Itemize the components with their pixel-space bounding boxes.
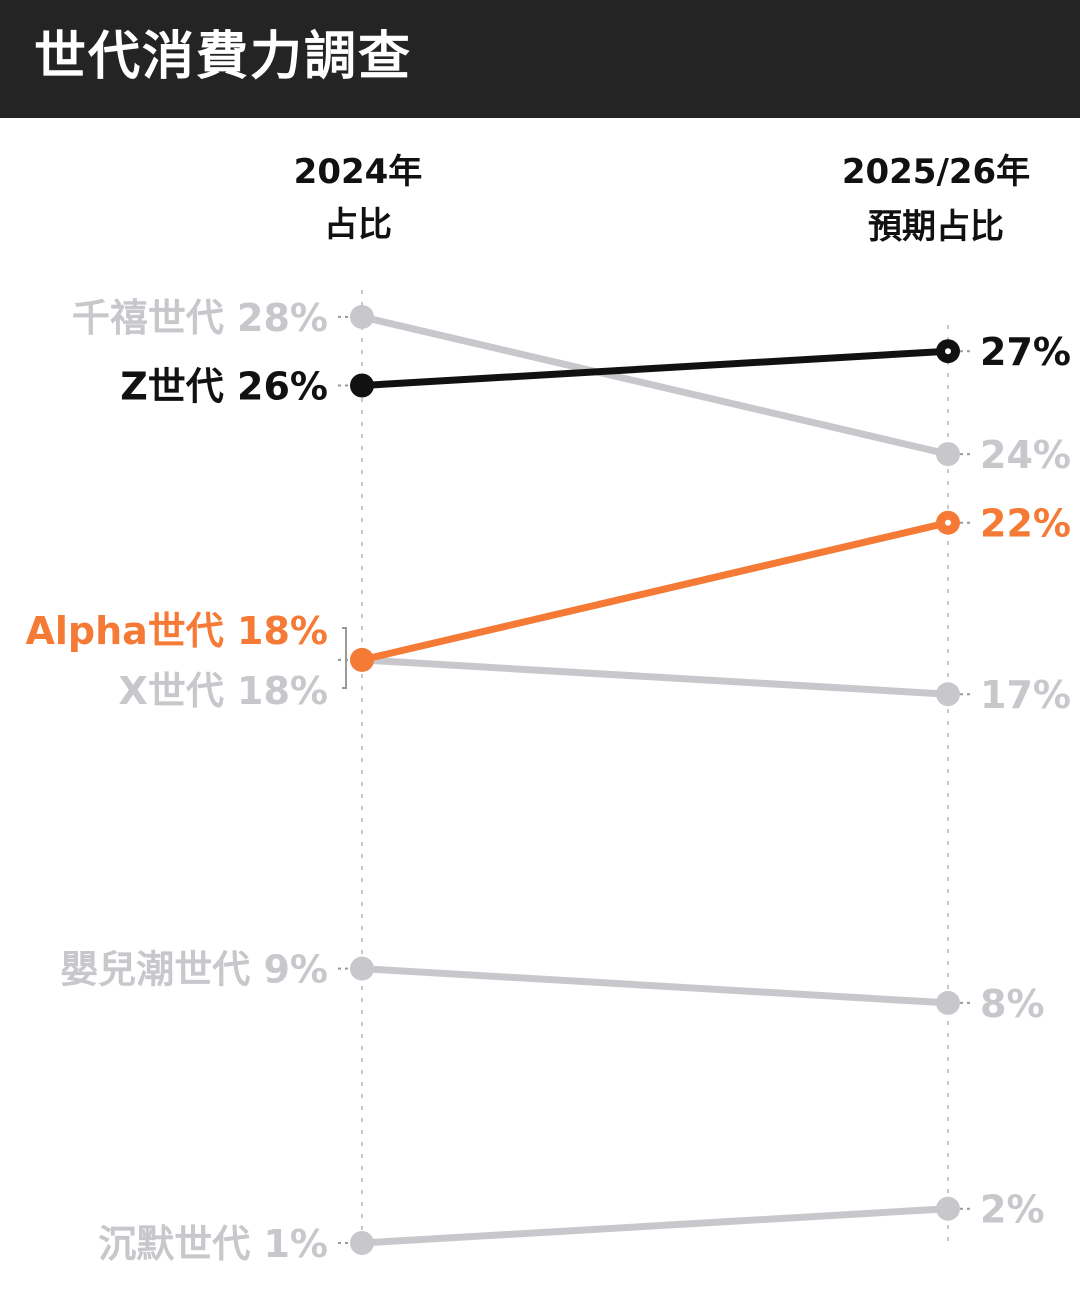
series-5-end-point	[936, 1196, 960, 1221]
series-1-end-label: 27%	[980, 330, 1071, 374]
series-0-start-point	[350, 304, 374, 329]
series-5-start-label: 沉默世代 1%	[98, 1222, 328, 1266]
series-0-line	[358, 313, 952, 458]
series-4-end-label: 8%	[980, 982, 1045, 1026]
series-3-line	[358, 656, 952, 698]
column-header-2024-line1: 2024年	[294, 152, 423, 192]
series-2-end-point-dot	[945, 519, 951, 526]
series-2-line	[358, 519, 952, 664]
series-4-start-point	[350, 956, 374, 981]
chart-header: 世代消費力調查	[0, 0, 1080, 118]
series-4-end-point	[936, 990, 960, 1015]
series-4-start-label: 嬰兒潮世代 9%	[60, 948, 328, 992]
column-header-2024-line2: 占比	[324, 205, 392, 245]
series-5-line	[358, 1205, 952, 1247]
series-3-end-label: 17%	[980, 673, 1071, 717]
tie-bracket	[342, 627, 347, 689]
series-2-start-point	[350, 647, 374, 672]
series-3-start-label: X世代 18%	[119, 669, 328, 713]
chart-title: 世代消費力調查	[34, 27, 413, 87]
series-1-line	[358, 347, 952, 389]
series-1-end-point-dot	[945, 348, 951, 355]
series-2-end-label: 22%	[980, 502, 1071, 546]
series-2-start-label: Alpha世代 18%	[25, 609, 328, 653]
series-5-start-point	[350, 1231, 374, 1255]
series-0-end-point	[936, 442, 960, 467]
series-4-line	[358, 965, 952, 1007]
series-3-end-point	[936, 682, 960, 707]
series-1-start-point	[350, 373, 374, 398]
series-1-start-label: Z世代 26%	[120, 365, 328, 409]
column-header-2025-line1: 2025/26年	[842, 152, 1030, 192]
series-0-start-label: 千禧世代 28%	[72, 296, 328, 340]
series-0-end-label: 24%	[980, 433, 1071, 477]
column-header-2025-line2: 預期占比	[868, 207, 1004, 247]
series-5-end-label: 2%	[980, 1188, 1045, 1232]
